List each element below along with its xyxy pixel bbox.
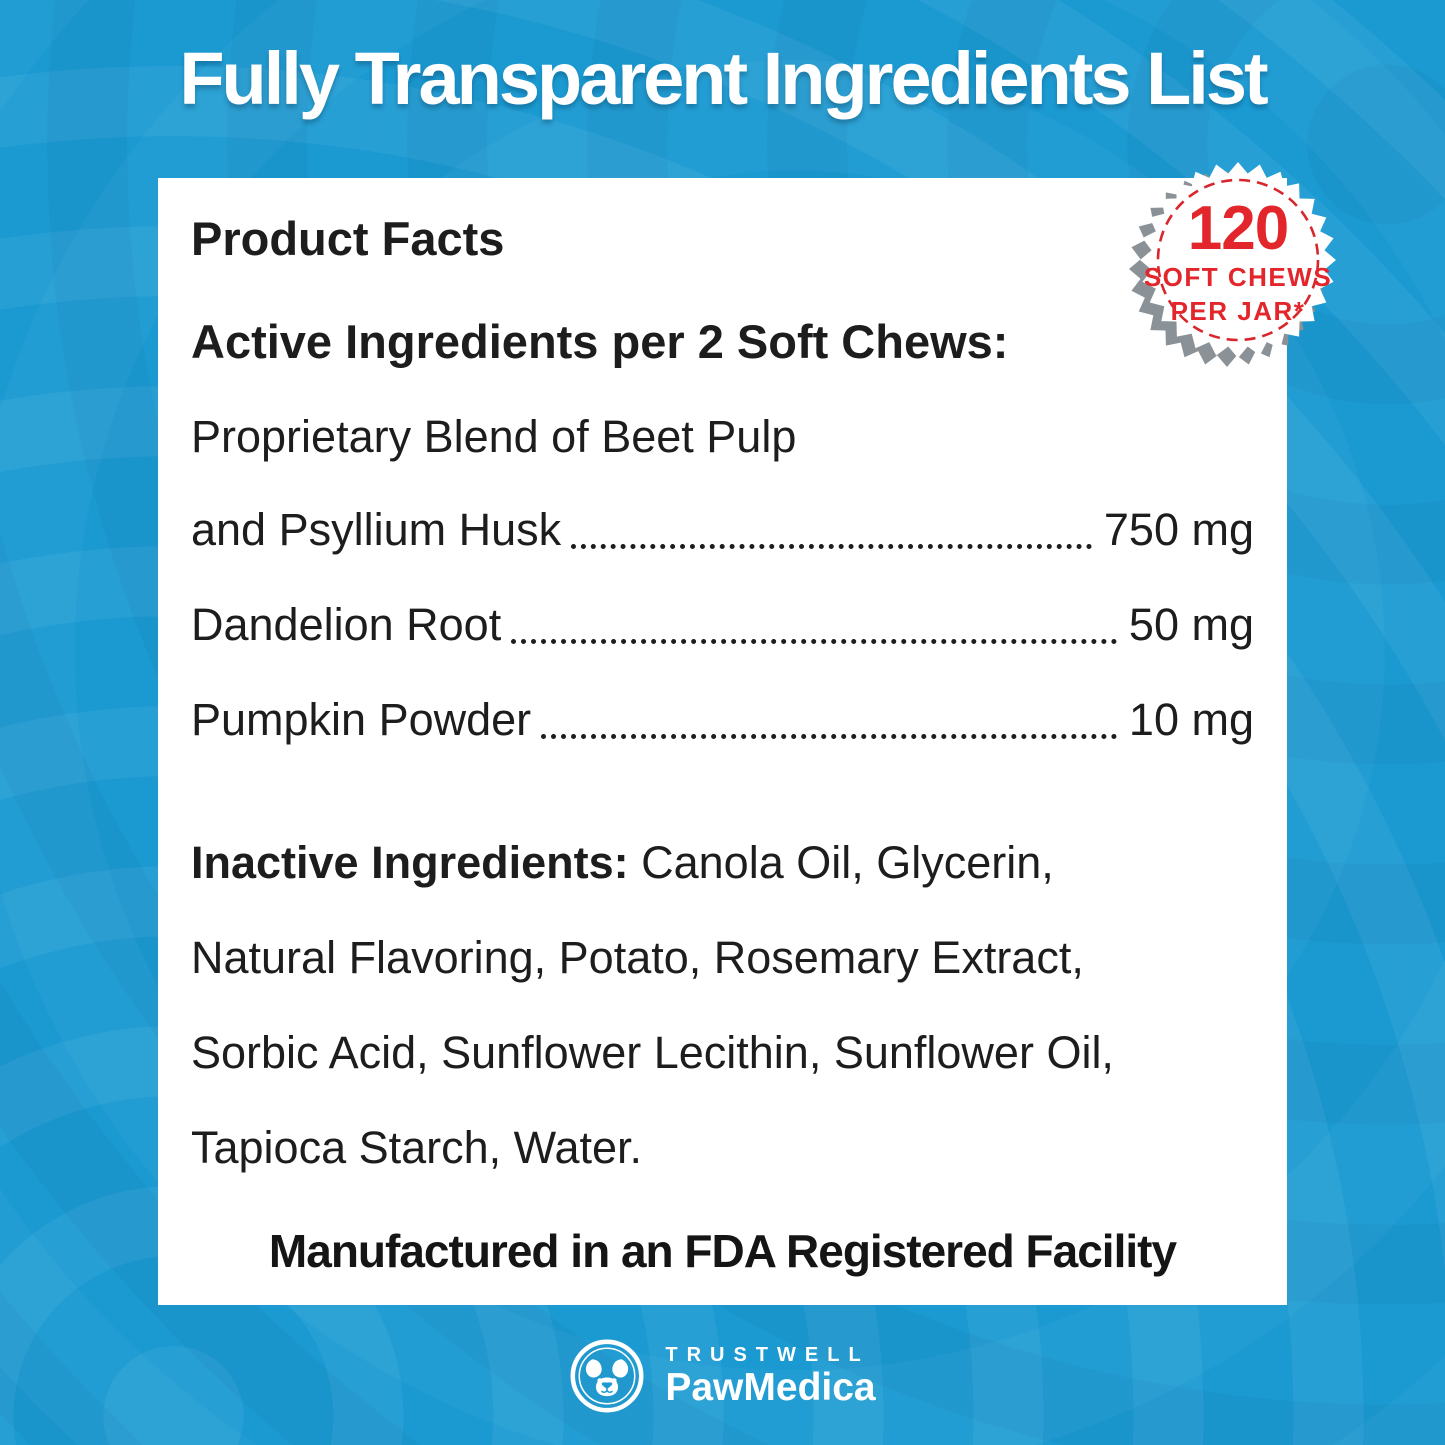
brand-text: TRUSTWELL PawMedica	[665, 1343, 875, 1410]
panel-heading: Product Facts	[191, 212, 505, 265]
product-facts-panel: Product Facts Active Ingredients per 2 S…	[158, 178, 1287, 1305]
page-title: Fully Transparent Ingredients List	[179, 37, 1268, 120]
ingredient-name: Proprietary Blend of Beet Pulp	[191, 411, 797, 462]
ingredient-amount: 50 mg	[1128, 599, 1254, 650]
inactive-ingredients-label: Inactive Ingredients:	[191, 837, 629, 888]
soft-chews-count-badge: 120 SOFT CHEWS PER JAR*	[1129, 160, 1338, 367]
brand-name-top: TRUSTWELL	[665, 1343, 870, 1366]
brand-logo: TRUSTWELL PawMedica	[0, 1338, 1445, 1414]
ingredient-name: Dandelion Root	[191, 599, 502, 650]
badge-line2: PER JAR*	[1170, 296, 1306, 326]
inactive-ingredients-line: Natural Flavoring, Potato, Rosemary Extr…	[191, 932, 1254, 984]
ingredient-row: Pumpkin Powder 10 mg	[191, 694, 1254, 746]
badge-text: 120 SOFT CHEWS PER JAR*	[1138, 160, 1338, 360]
badge-line1: SOFT CHEWS	[1143, 262, 1333, 293]
ingredient-amount: 10 mg	[1128, 694, 1254, 745]
badge-count: 120	[1187, 194, 1289, 264]
dog-face-icon	[570, 1339, 644, 1413]
starburst-icon	[1129, 162, 1336, 367]
ingredient-row: Dandelion Root 50 mg	[191, 599, 1254, 651]
active-ingredients-heading: Active Ingredients per 2 Soft Chews:	[191, 315, 1009, 368]
brand-name-bottom: PawMedica	[665, 1365, 876, 1409]
ingredient-name: and Psyllium Husk	[191, 504, 562, 555]
fda-facility-note: Manufactured in an FDA Registered Facili…	[268, 1225, 1177, 1277]
inactive-ingredients-text: Tapioca Starch, Water.	[191, 1122, 643, 1173]
inactive-ingredients-text: Natural Flavoring, Potato, Rosemary Extr…	[191, 932, 1084, 983]
inactive-ingredients-text: Canola Oil, Glycerin,	[628, 837, 1054, 888]
dotted-leader	[541, 724, 1117, 739]
inactive-ingredients-line: Sorbic Acid, Sunflower Lecithin, Sunflow…	[191, 1027, 1254, 1079]
ingredient-row: and Psyllium Husk 750 mg	[191, 504, 1254, 556]
ingredient-amount: 750 mg	[1103, 504, 1254, 555]
inactive-ingredients-line: Inactive Ingredients: Canola Oil, Glycer…	[191, 837, 1254, 889]
ingredient-name: Pumpkin Powder	[191, 694, 532, 745]
dotted-leader	[511, 629, 1117, 644]
dotted-leader	[571, 534, 1092, 549]
inactive-ingredients-line: Tapioca Starch, Water.	[191, 1122, 1254, 1174]
inactive-ingredients-text: Sorbic Acid, Sunflower Lecithin, Sunflow…	[191, 1027, 1114, 1078]
